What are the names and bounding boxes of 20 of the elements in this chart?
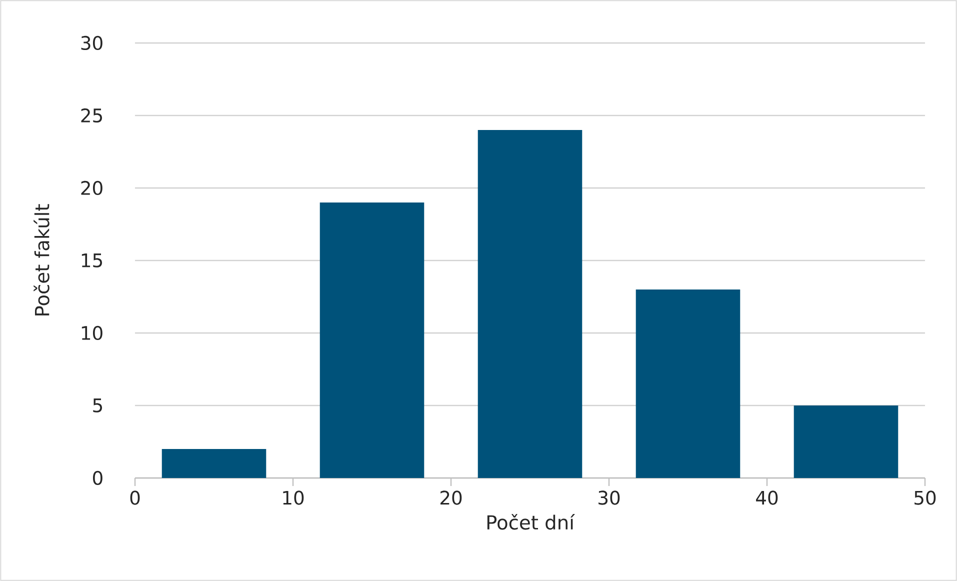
x-tick-label: 0 [130,490,140,505]
x-tick-label: 10 [283,490,304,505]
bar [794,405,898,478]
y-tick-label: 10 [82,326,102,340]
y-tick-label: 20 [81,180,102,196]
bar [320,202,424,478]
y-tick-label: 25 [81,108,102,123]
x-tick-label: 40 [756,490,778,505]
x-tick-label: 50 [914,490,936,505]
bar [478,130,582,478]
y-tick-label: 15 [82,254,102,268]
x-tick-label: 30 [598,490,620,505]
y-tick-label: 5 [93,398,102,412]
bar [162,448,266,478]
x-axis-title: Počet dní [487,514,575,530]
bar [636,289,740,478]
x-tick-label: 20 [440,490,462,505]
y-axis-title: Počet fakúlt [34,204,50,316]
y-tick-label: 0 [92,470,102,486]
y-tick-label: 30 [81,36,102,50]
